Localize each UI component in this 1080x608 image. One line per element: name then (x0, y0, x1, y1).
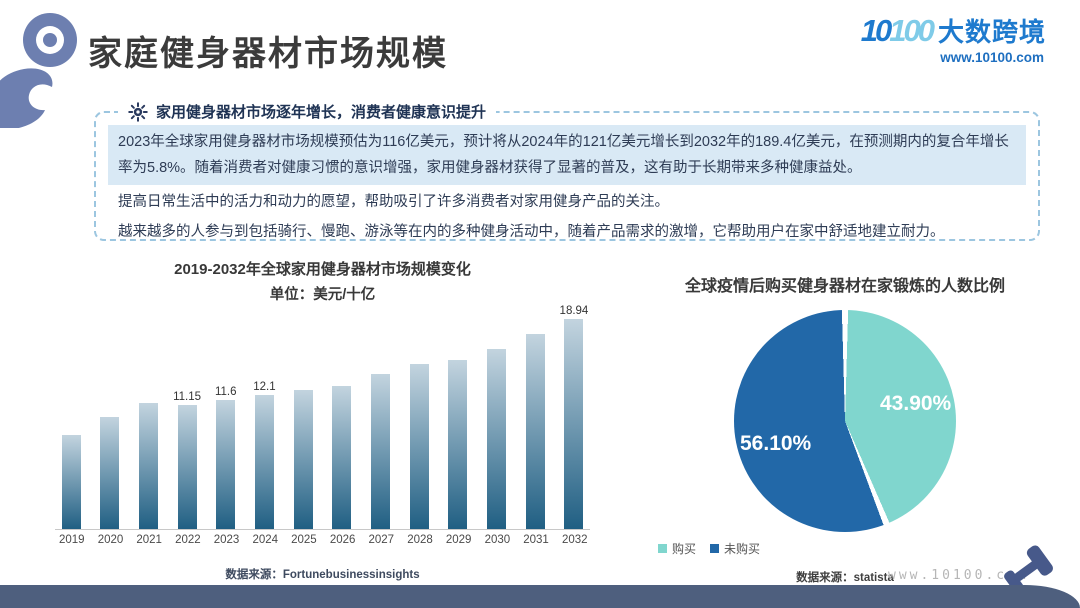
bar-value-label: 18.94 (559, 305, 589, 317)
bar-x-tick: 2026 (329, 534, 356, 546)
bar-x-tick: 2023 (213, 534, 240, 546)
bar-column: 12.1 (252, 381, 276, 529)
legend-label: 未购买 (724, 542, 761, 556)
legend-item: 购买 (658, 540, 696, 557)
footer-band (0, 585, 1080, 608)
bar-x-tick: 2020 (97, 534, 124, 546)
bar-x-tick: 2024 (252, 534, 279, 546)
bar-chart-source: 数据来源：Fortunebusinessinsights (225, 569, 420, 581)
bar-x-tick: 2021 (136, 534, 162, 546)
bar (371, 374, 390, 529)
bar (61, 435, 81, 529)
bar-column (446, 360, 470, 529)
bar-column: 11.6 (214, 386, 238, 529)
bicep-dumbbell-icon (0, 13, 77, 128)
bar (293, 390, 313, 529)
bar (487, 349, 507, 529)
bar (409, 364, 429, 529)
pie-legend: 购买 未购买 (658, 540, 1050, 557)
legend-item: 未购买 (710, 540, 760, 557)
brand-name: 大数跨境 (937, 17, 1046, 47)
bar-value-label: 11.6 (214, 386, 237, 398)
bar-column (523, 334, 547, 529)
bar (138, 403, 158, 529)
pie-chart-title: 全球疫情后购买健身器材在家锻炼的人数比例 (684, 278, 1005, 295)
pie-chart-source: 数据来源：statista (796, 572, 894, 584)
bar (254, 395, 274, 529)
info-heading-text: 家用健身器材市场逐年增长，消费者健康意识提升 (156, 104, 487, 121)
bar-x-tick: 2027 (368, 534, 395, 546)
bar-column (59, 435, 83, 529)
bar-x-tick: 2032 (561, 534, 588, 546)
bar-x-tick: 2028 (407, 534, 433, 546)
bar-column (330, 386, 354, 529)
bar (100, 417, 120, 529)
info-heading: 家用健身器材市场逐年增长，消费者健康意识提升 (118, 101, 497, 122)
bar-value-label: 11.15 (173, 391, 202, 403)
bar-x-tick: 2029 (445, 534, 472, 546)
page-title: 家庭健身器材市场规模 (88, 35, 448, 73)
pie (734, 310, 956, 532)
watermark-url: www.10100.com (888, 568, 1029, 583)
bar-x-tick: 2025 (291, 534, 317, 546)
pie-slice-label-nobuy: 56.10% (740, 432, 812, 455)
bar-column (136, 403, 160, 529)
bar-column: 18.94 (559, 305, 589, 529)
bar-column (98, 417, 122, 529)
bar-value-label: 12.1 (253, 381, 276, 393)
bar-x-tick: 2031 (523, 534, 549, 546)
bar-chart-unit: 单位：美元/十亿 (269, 287, 376, 303)
bar-plot: 11.15 11.6 12.1 18.94 (55, 305, 590, 530)
bar-column (291, 390, 315, 529)
brand-logo: 10100 大数跨境 www.10100.com (860, 12, 1046, 66)
logo-10100-icon: 10100 (860, 12, 935, 48)
legend-label: 购买 (672, 542, 697, 556)
brand-url: www.10100.com (940, 50, 1044, 65)
bar-column (369, 374, 393, 529)
info-box: 家用健身器材市场逐年增长，消费者健康意识提升 2023年全球家用健身器材市场规模… (94, 101, 1040, 241)
info-paragraph-2: 提高日常生活中的活力和动力的愿望，帮助吸引了许多消费者对家用健身产品的关注。 (118, 194, 669, 210)
bar-x-tick: 2019 (59, 534, 85, 546)
bar-column (407, 364, 431, 529)
bar-chart-title: 2019-2032年全球家用健身器材市场规模变化 (174, 261, 471, 278)
bar-chart: 2019-2032年全球家用健身器材市场规模变化 单位：美元/十亿 11.15 1… (55, 258, 590, 582)
bar-x-tick: 2030 (484, 534, 511, 546)
bar (564, 319, 584, 529)
bar-x-tick: 2022 (175, 534, 201, 546)
pie-slice-label-buy: 43.90% (880, 392, 952, 415)
bar-column (485, 349, 509, 529)
bar (177, 405, 197, 529)
bar-xlabels: 2019 2020 2021 2022 2023 2024 2025 2026 2027 2028… (55, 534, 590, 546)
bar-column: 11.15 (173, 391, 202, 529)
bar (332, 386, 352, 529)
sun-icon (128, 101, 148, 122)
legend-swatch (710, 544, 720, 553)
bar (216, 400, 236, 529)
info-paragraph-3: 越来越多的人参与到包括骑行、慢跑、游泳等在内的多种健身活动中，随着产品需求的激增… (118, 224, 945, 240)
bar (525, 334, 545, 529)
info-paragraph-highlight: 2023年全球家用健身器材市场规模预估为116亿美元，预计将从2024年的121… (108, 125, 1026, 185)
legend-swatch (658, 544, 667, 553)
pie-chart: 全球疫情后购买健身器材在家锻炼的人数比例 43.90% 56.10% 购买 未购买… (640, 272, 1050, 585)
bar (448, 360, 468, 529)
